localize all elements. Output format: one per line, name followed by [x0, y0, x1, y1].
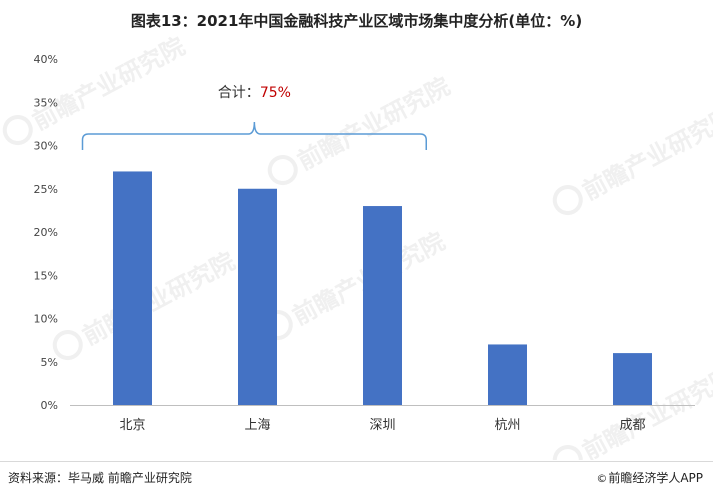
watermark: 前瞻产业研究院 [552, 102, 713, 216]
brand-text: 前瞻经济学人APP [608, 471, 703, 485]
watermark: 前瞻产业研究院 [262, 227, 449, 341]
total-annotation: 合计：75% [81, 85, 427, 150]
brace-bracket [81, 121, 427, 150]
total-value: 75% [260, 85, 291, 101]
chart-title: 图表13：2021年中国金融科技产业区域市场集中度分析(单位：%) [130, 12, 583, 30]
y-tick-label: 25% [34, 183, 58, 196]
watermark-layer: 前瞻产业研究院前瞻产业研究院前瞻产业研究院前瞻产业研究院前瞻产业研究院前瞻产业研… [2, 32, 713, 460]
x-tick-label: 深圳 [369, 418, 395, 433]
copyright-icon: © [596, 472, 608, 485]
watermark: 前瞻产业研究院 [267, 72, 454, 186]
x-tick-label: 北京 [119, 418, 145, 433]
brand-label: ©前瞻经济学人APP [596, 469, 703, 486]
watermark-text: 前瞻产业研究院 [293, 72, 454, 176]
total-label-prefix: 合计： [218, 85, 260, 101]
y-tick-label: 30% [34, 140, 58, 153]
y-tick-label: 40% [34, 53, 58, 66]
footer: 资料来源：毕马威 前瞻产业研究院 ©前瞻经济学人APP [0, 461, 713, 496]
x-axis: 北京 上海 深圳 杭州 成都 [70, 405, 695, 433]
bars-group [113, 171, 652, 405]
bar-4 [488, 344, 527, 405]
y-axis: 0% 5% 10% 15% 20% 25% 30% 35% 40% [34, 53, 58, 412]
watermark-logo-icon [552, 185, 583, 216]
watermark-logo-icon [2, 115, 33, 146]
watermark-text: 前瞻产业研究院 [28, 32, 189, 136]
bar-chart: 前瞻产业研究院前瞻产业研究院前瞻产业研究院前瞻产业研究院前瞻产业研究院前瞻产业研… [2, 32, 713, 460]
x-tick-label: 杭州 [494, 418, 520, 433]
y-tick-label: 5% [41, 356, 58, 369]
bar-3 [363, 206, 402, 405]
source-text: 资料来源：毕马威 前瞻产业研究院 [8, 471, 192, 485]
bar-5 [613, 353, 652, 405]
y-tick-label: 0% [41, 399, 58, 412]
y-tick-label: 15% [34, 269, 58, 282]
total-label: 合计：75% [218, 85, 291, 101]
watermark-logo-icon [52, 330, 83, 361]
bar-2 [238, 188, 277, 405]
x-tick-label: 成都 [619, 418, 645, 433]
y-tick-label: 20% [34, 226, 58, 239]
watermark-logo-icon [267, 155, 298, 186]
watermark: 前瞻产业研究院 [2, 32, 189, 146]
y-tick-label: 35% [34, 96, 58, 109]
watermark-text: 前瞻产业研究院 [578, 102, 713, 206]
y-tick-label: 10% [34, 313, 58, 326]
x-tick-label: 上海 [244, 418, 270, 433]
bar-1 [113, 171, 152, 405]
watermark-text: 前瞻产业研究院 [78, 247, 239, 351]
watermark-logo-icon [552, 445, 583, 460]
